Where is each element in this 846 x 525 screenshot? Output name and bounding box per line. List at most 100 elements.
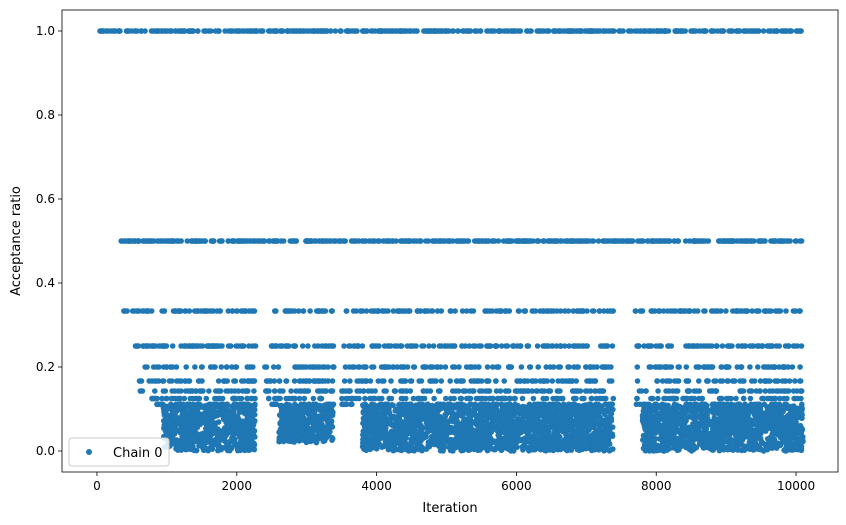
data-point — [189, 413, 195, 420]
data-point — [235, 388, 242, 394]
data-point — [305, 388, 312, 394]
data-point — [248, 238, 254, 244]
data-point — [206, 438, 213, 444]
data-point — [506, 308, 513, 314]
data-point — [738, 364, 745, 370]
data-point — [657, 308, 663, 314]
data-point — [517, 28, 524, 34]
data-point — [290, 417, 296, 424]
data-point — [368, 28, 375, 34]
data-point — [246, 308, 252, 314]
data-point — [768, 308, 774, 314]
data-point — [548, 308, 554, 314]
data-point — [522, 308, 529, 314]
data-point — [430, 28, 437, 34]
data-point — [362, 238, 368, 244]
data-point — [281, 408, 287, 414]
data-point — [288, 388, 294, 394]
data-point — [231, 405, 238, 411]
data-point — [317, 395, 324, 402]
data-point — [737, 308, 744, 314]
data-point — [726, 343, 732, 349]
data-point — [577, 238, 584, 244]
data-point — [322, 378, 328, 384]
data-point — [470, 388, 476, 394]
data-point — [234, 28, 241, 34]
data-point — [337, 28, 344, 34]
data-point — [739, 378, 746, 384]
data-point — [484, 364, 491, 370]
data-point — [475, 395, 482, 402]
data-point — [225, 238, 231, 244]
data-point — [410, 395, 417, 402]
data-point — [790, 308, 797, 314]
data-point — [759, 395, 765, 402]
data-point — [343, 308, 350, 314]
data-point — [215, 378, 222, 384]
data-point — [414, 308, 421, 314]
data-point — [388, 343, 394, 349]
data-point — [610, 395, 617, 402]
data-point — [232, 364, 239, 370]
data-point — [663, 28, 669, 34]
data-point — [574, 446, 581, 453]
data-point — [683, 378, 690, 384]
data-point — [381, 343, 388, 349]
data-point — [386, 238, 393, 244]
data-point — [757, 378, 764, 384]
data-point — [413, 28, 419, 34]
data-point — [682, 238, 689, 244]
data-point — [202, 238, 208, 244]
data-point — [550, 28, 557, 34]
data-point — [540, 238, 547, 244]
data-point — [184, 238, 191, 244]
data-point — [665, 238, 672, 244]
data-point — [780, 364, 786, 370]
data-point — [484, 28, 490, 34]
data-point — [601, 28, 607, 34]
data-point — [589, 308, 596, 314]
data-point — [704, 378, 711, 384]
data-point — [397, 28, 404, 34]
data-point — [376, 343, 382, 349]
data-point — [592, 388, 598, 394]
data-point — [654, 238, 661, 244]
data-point — [653, 364, 660, 370]
data-point — [223, 364, 230, 370]
data-point — [361, 28, 368, 34]
data-point — [443, 395, 449, 402]
data-point — [573, 28, 580, 34]
data-point — [218, 364, 225, 370]
data-point — [425, 238, 432, 244]
data-point — [519, 395, 526, 402]
data-point — [758, 238, 765, 244]
data-point — [462, 28, 469, 34]
data-point — [566, 343, 572, 349]
data-point — [538, 388, 545, 394]
data-point — [734, 28, 740, 34]
data-point — [518, 364, 525, 370]
data-point — [569, 378, 575, 384]
data-point — [748, 388, 755, 394]
data-point — [608, 364, 614, 370]
data-point — [313, 238, 319, 244]
data-point — [784, 388, 791, 394]
data-point — [545, 28, 552, 34]
data-point — [362, 395, 368, 402]
data-point — [797, 378, 804, 384]
data-point — [625, 28, 632, 34]
data-point — [671, 238, 677, 244]
data-point — [319, 343, 325, 349]
data-point — [762, 308, 769, 314]
data-point — [659, 378, 666, 384]
data-point — [242, 388, 249, 394]
data-point — [215, 441, 222, 448]
data-point — [476, 364, 482, 370]
data-point — [438, 238, 444, 244]
data-point — [634, 378, 641, 384]
data-point — [283, 343, 290, 349]
data-point — [560, 28, 567, 34]
data-point — [655, 395, 661, 402]
data-point — [415, 395, 422, 402]
data-point — [497, 388, 504, 394]
